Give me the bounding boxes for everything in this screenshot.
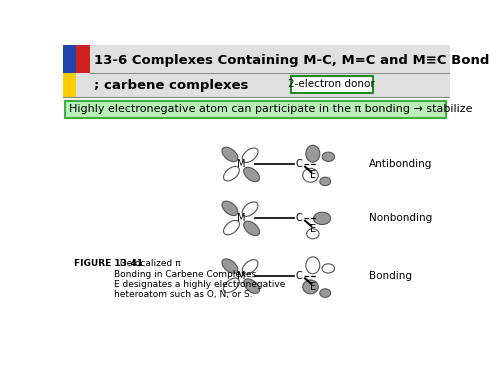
Ellipse shape	[222, 259, 238, 273]
Text: Highly electronegative atom can participate in the π bonding → stabilize: Highly electronegative atom can particip…	[68, 104, 472, 114]
Text: ; carbene complexes: ; carbene complexes	[94, 79, 248, 92]
Bar	[62, 45, 76, 73]
Text: 2-electron donor: 2-electron donor	[288, 79, 375, 89]
Bar	[76, 45, 90, 73]
Ellipse shape	[224, 278, 240, 293]
Ellipse shape	[224, 220, 240, 235]
Text: M: M	[236, 159, 245, 170]
Ellipse shape	[322, 152, 334, 161]
Ellipse shape	[242, 260, 258, 274]
Ellipse shape	[306, 229, 319, 239]
Text: E: E	[310, 282, 316, 292]
Ellipse shape	[224, 167, 240, 181]
Text: C: C	[296, 271, 302, 281]
Ellipse shape	[320, 289, 330, 297]
Ellipse shape	[303, 168, 318, 182]
Text: E: E	[310, 170, 316, 180]
Ellipse shape	[244, 221, 260, 236]
Ellipse shape	[322, 264, 334, 273]
Text: Delocalized π
Bonding in Carbene Complexes.
E designates a highly electronegativ: Delocalized π Bonding in Carbene Complex…	[114, 259, 286, 299]
Ellipse shape	[320, 177, 330, 186]
Ellipse shape	[244, 167, 260, 182]
Ellipse shape	[244, 279, 260, 293]
Ellipse shape	[303, 280, 318, 294]
Ellipse shape	[222, 147, 238, 162]
Ellipse shape	[306, 145, 320, 162]
Text: C: C	[296, 213, 302, 223]
Text: M: M	[236, 271, 245, 281]
Ellipse shape	[306, 257, 320, 274]
Text: M: M	[236, 213, 245, 223]
Bar	[62, 73, 76, 97]
Text: FIGURE 13-41: FIGURE 13-41	[74, 259, 144, 268]
Bar	[291, 76, 372, 93]
Text: 13-6 Complexes Containing M-C, M=C and M≡C Bond: 13-6 Complexes Containing M-C, M=C and M…	[94, 54, 489, 67]
Text: C: C	[296, 159, 302, 170]
Ellipse shape	[242, 148, 258, 162]
Bar	[62, 45, 450, 97]
Text: Bonding: Bonding	[368, 271, 412, 281]
Text: Nonbonding: Nonbonding	[368, 213, 432, 223]
Ellipse shape	[222, 201, 238, 215]
Bar	[65, 100, 446, 117]
Ellipse shape	[314, 212, 330, 224]
Text: Antibonding: Antibonding	[368, 159, 432, 170]
Ellipse shape	[242, 202, 258, 216]
Text: E: E	[310, 224, 316, 234]
